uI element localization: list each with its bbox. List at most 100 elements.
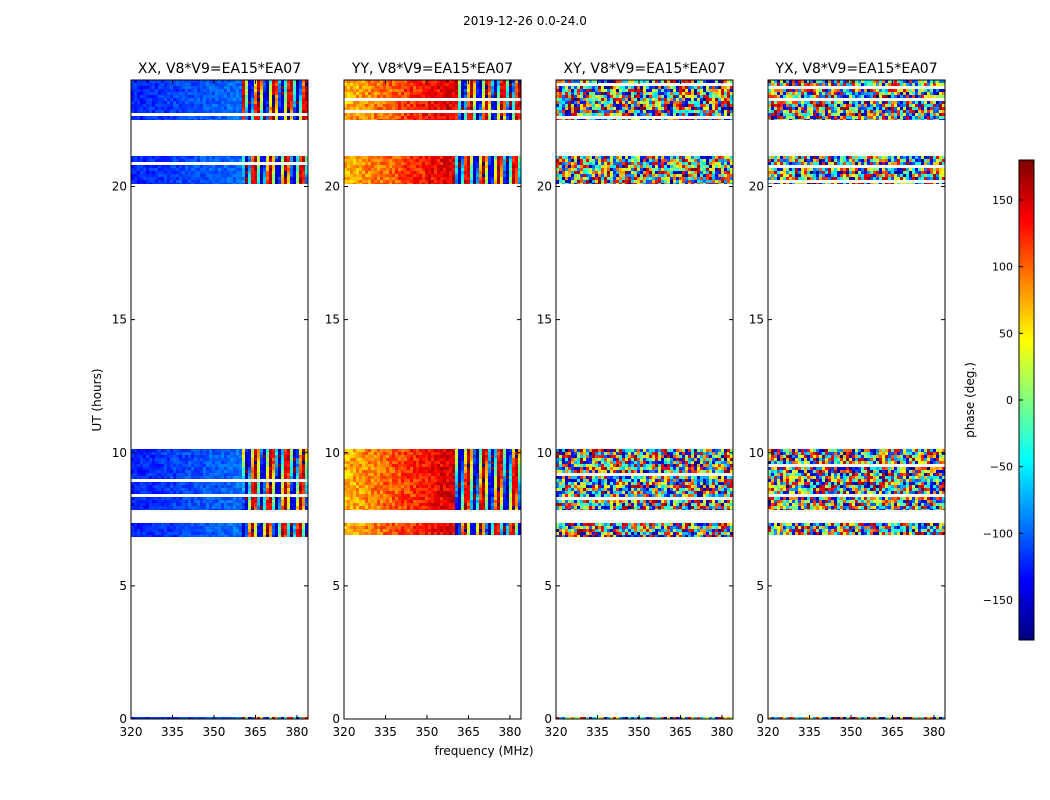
heatmap-cell <box>200 476 203 479</box>
heatmap-cell <box>350 476 353 479</box>
heatmap-cell <box>410 165 413 168</box>
heatmap-cell <box>434 165 437 168</box>
heatmap-cell <box>512 461 515 464</box>
heatmap-cell <box>131 183 134 184</box>
heatmap-cell <box>464 526 467 529</box>
heatmap-cell <box>224 473 227 476</box>
heatmap-cell <box>218 116 221 119</box>
heatmap-cell <box>455 476 458 479</box>
heatmap-cell <box>167 535 170 537</box>
heatmap-cell <box>233 174 236 177</box>
heatmap-cell <box>500 174 503 177</box>
heatmap-cell <box>161 86 164 89</box>
heatmap-cell <box>260 503 263 506</box>
heatmap-cell <box>173 101 176 104</box>
heatmap-cell <box>485 162 488 165</box>
heatmap-cell <box>242 98 245 101</box>
heatmap-cell <box>389 494 392 497</box>
heatmap-cell <box>353 461 356 464</box>
heatmap-cell <box>515 174 518 177</box>
heatmap-cell <box>380 476 383 479</box>
heatmap-cell <box>503 532 506 535</box>
heatmap-cell <box>155 177 158 180</box>
heatmap-cell <box>419 529 422 532</box>
heatmap-cell <box>368 464 371 467</box>
heatmap-cell <box>131 110 134 113</box>
heatmap-cell <box>275 80 278 83</box>
heatmap-cell <box>296 89 299 92</box>
heatmap-cell <box>221 503 224 506</box>
heatmap-cell <box>491 497 494 500</box>
heatmap-cell <box>134 529 137 532</box>
heatmap-cell <box>458 162 461 165</box>
heatmap-cell <box>389 174 392 177</box>
heatmap-cell <box>446 485 449 488</box>
heatmap-cell <box>512 165 515 168</box>
heatmap-cell <box>254 461 257 464</box>
heatmap-cell <box>215 83 218 86</box>
heatmap-cell <box>440 467 443 470</box>
heatmap-cell <box>149 497 152 500</box>
heatmap-cell <box>221 467 224 470</box>
heatmap-cell <box>158 717 161 719</box>
heatmap-cell <box>431 159 434 162</box>
heatmap-cell <box>503 452 506 455</box>
heatmap-cell <box>197 174 200 177</box>
heatmap-cell <box>485 488 488 491</box>
heatmap-cell <box>245 497 248 500</box>
heatmap-cell <box>206 92 209 95</box>
heatmap-cell <box>284 482 287 485</box>
heatmap-cell <box>242 86 245 89</box>
heatmap-cell <box>362 449 365 452</box>
heatmap-cell <box>176 104 179 107</box>
heatmap-cell <box>248 86 251 89</box>
heatmap-cell <box>482 452 485 455</box>
heatmap-cell <box>344 165 347 168</box>
heatmap-cell <box>197 177 200 180</box>
heatmap-cell <box>215 488 218 491</box>
heatmap-cell <box>278 497 281 500</box>
heatmap-cell <box>173 104 176 107</box>
heatmap-cell <box>398 482 401 485</box>
heatmap-cell <box>494 485 497 488</box>
heatmap-cell <box>275 156 278 159</box>
heatmap-cell <box>131 497 134 500</box>
heatmap-cell <box>224 523 227 526</box>
heatmap-cell <box>170 80 173 83</box>
heatmap-cell <box>407 156 410 159</box>
heatmap-cell <box>239 529 242 532</box>
heatmap-cell <box>398 156 401 159</box>
heatmap-cell <box>140 535 143 537</box>
heatmap-cell <box>284 104 287 107</box>
heatmap-cell <box>245 449 248 452</box>
heatmap-cell <box>371 452 374 455</box>
heatmap-cell <box>260 529 263 532</box>
heatmap-cell <box>179 183 182 184</box>
heatmap-cell <box>290 104 293 107</box>
heatmap-cell <box>137 509 140 510</box>
heatmap-cell <box>191 503 194 506</box>
heatmap-cell <box>518 532 521 535</box>
heatmap-cell <box>221 98 224 101</box>
heatmap-cell <box>413 83 416 86</box>
heatmap-cell <box>266 482 269 485</box>
heatmap-cell <box>236 86 239 89</box>
heatmap-cell <box>131 470 134 473</box>
heatmap-cell <box>149 455 152 458</box>
heatmap-cell <box>182 535 185 537</box>
heatmap-cell <box>482 526 485 529</box>
heatmap-cell <box>254 458 257 461</box>
heatmap-cell <box>152 464 155 467</box>
heatmap-cell <box>185 168 188 171</box>
heatmap-cell <box>278 107 281 110</box>
heatmap-cell <box>377 485 380 488</box>
heatmap-cell <box>284 458 287 461</box>
heatmap-cell <box>221 526 224 529</box>
heatmap-cell <box>362 162 365 165</box>
heatmap-cell <box>293 95 296 98</box>
heatmap-cell <box>284 464 287 467</box>
heatmap-cell <box>158 180 161 183</box>
heatmap-cell <box>416 174 419 177</box>
heatmap-cell <box>479 491 482 494</box>
heatmap-cell <box>209 183 212 184</box>
